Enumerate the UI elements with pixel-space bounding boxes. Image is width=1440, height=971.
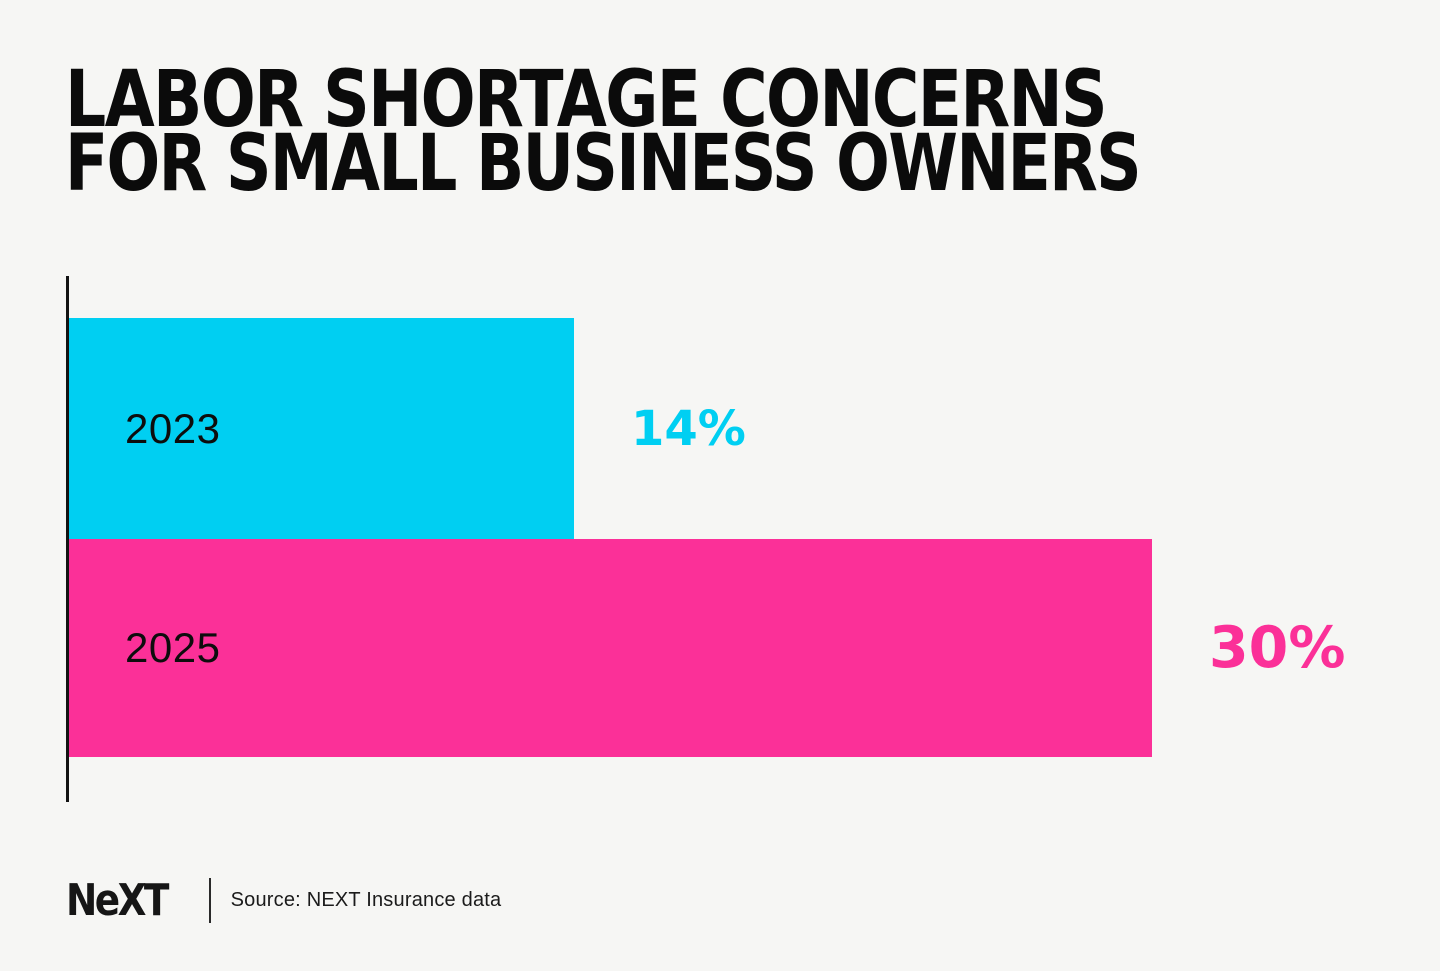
page-title: LABOR SHORTAGE CONCERNS FOR SMALL BUSINE… bbox=[65, 55, 1392, 209]
footer-divider bbox=[208, 877, 211, 923]
bar-2023: 2023 bbox=[69, 318, 574, 539]
source-attribution: Source: NEXT Insurance data bbox=[230, 888, 502, 911]
bar-value-label: 30% bbox=[1209, 615, 1346, 681]
page-title-line-2: FOR SMALL BUSINESS OWNERS bbox=[65, 119, 1142, 209]
bar-value-label: 14% bbox=[631, 400, 746, 457]
y-axis-line bbox=[66, 276, 69, 802]
bar-row-2025: 2025 30% bbox=[69, 539, 1345, 757]
bar-category-label: 2023 bbox=[125, 404, 221, 452]
next-insurance-logo: NeXT bbox=[66, 874, 169, 926]
footer: NeXT Source: NEXT Insurance data bbox=[66, 874, 502, 926]
bar-category-label: 2025 bbox=[125, 624, 221, 671]
bar-2025: 2025 bbox=[69, 539, 1152, 757]
bar-row-2023: 2023 14% bbox=[69, 318, 746, 539]
page-title-line-1: LABOR SHORTAGE CONCERNS bbox=[65, 55, 1108, 145]
